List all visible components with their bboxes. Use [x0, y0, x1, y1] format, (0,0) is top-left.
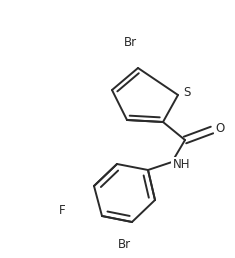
- Text: Br: Br: [118, 238, 131, 252]
- Text: NH: NH: [173, 158, 191, 172]
- Text: S: S: [183, 86, 191, 100]
- Text: O: O: [215, 123, 225, 135]
- Text: Br: Br: [123, 36, 137, 50]
- Text: F: F: [59, 204, 65, 216]
